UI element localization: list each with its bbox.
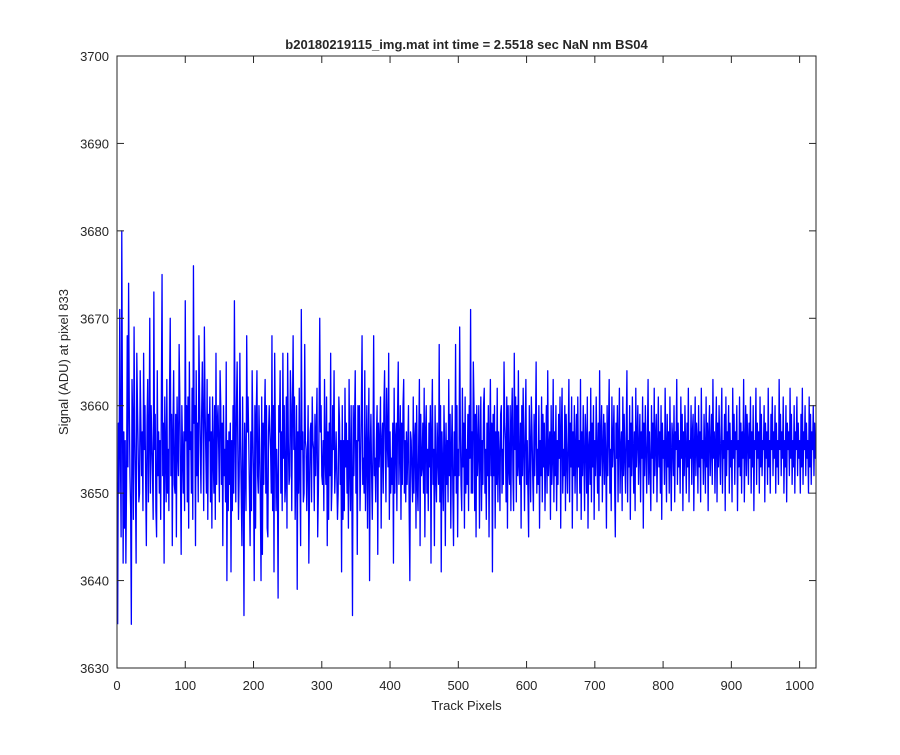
- y-tick-label: 3660: [80, 399, 109, 414]
- y-tick-label: 3650: [80, 486, 109, 501]
- x-axis-label: Track Pixels: [431, 698, 502, 713]
- x-tick-label: 800: [652, 678, 674, 693]
- x-tick-label: 600: [516, 678, 538, 693]
- y-tick-label: 3640: [80, 574, 109, 589]
- y-tick-label: 3630: [80, 661, 109, 676]
- series-line-1: [117, 230, 816, 625]
- x-tick-label: 0: [113, 678, 120, 693]
- x-tick-label: 1000: [785, 678, 814, 693]
- y-tick-label: 3700: [80, 49, 109, 64]
- x-tick-label: 300: [311, 678, 333, 693]
- y-tick-label: 3680: [80, 224, 109, 239]
- x-tick-label: 500: [447, 678, 469, 693]
- x-tick-label: 900: [721, 678, 743, 693]
- axis-ticks: 0 100 200 300 400 500 600 700 800 900 1000 3630 3640…: [80, 49, 816, 693]
- plot-area: [117, 56, 816, 668]
- x-tick-label: 200: [243, 678, 265, 693]
- series-layer: [117, 230, 816, 625]
- x-tick-label: 100: [174, 678, 196, 693]
- chart-title: b20180219115_img.mat int time = 2.5518 s…: [285, 37, 648, 52]
- y-tick-label: 3670: [80, 311, 109, 326]
- x-tick-label: 400: [379, 678, 401, 693]
- y-tick-label: 3690: [80, 136, 109, 151]
- y-axis-label: Signal (ADU) at pixel 833: [56, 289, 71, 435]
- axes-box: [116, 55, 817, 669]
- x-tick-label: 700: [584, 678, 606, 693]
